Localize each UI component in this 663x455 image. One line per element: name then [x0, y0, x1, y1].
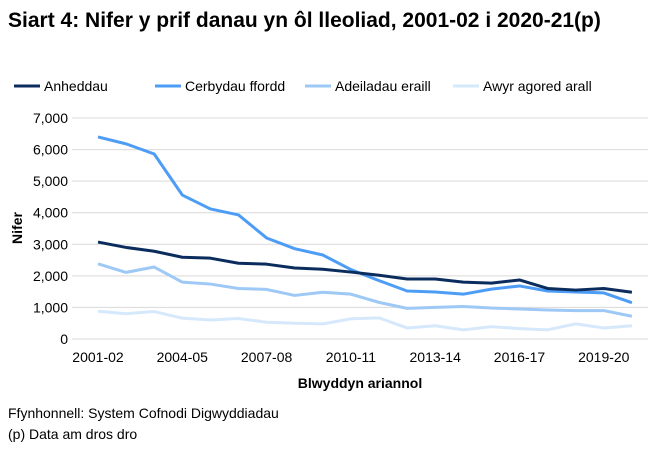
legend-label: Adeiladau eraill [335, 78, 431, 94]
x-tick-label: 2001-02 [72, 349, 124, 365]
x-tick-label: 2016-17 [494, 349, 546, 365]
y-axis-label: Nifer [9, 212, 25, 244]
y-tick-label: 4,000 [33, 205, 68, 221]
series-line-adeiladau-eraill [97, 262, 633, 318]
x-tick-label: 2010-11 [326, 349, 377, 365]
series-line-cerbydau-ffordd [97, 135, 633, 305]
x-tick-label: 2013-14 [410, 349, 462, 365]
y-tick-label: 6,000 [33, 142, 68, 158]
chart-title: Siart 4: Nifer y prif danau yn ôl lleoli… [8, 9, 601, 32]
legend-label: Awyr agored arall [483, 78, 592, 94]
x-tick-label: 2004-05 [157, 349, 209, 365]
x-axis-label: Blwyddyn ariannol [298, 375, 422, 391]
source-note: Ffynhonnell: System Cofnodi Digwyddiadau [8, 405, 279, 421]
y-tick-label: 5,000 [33, 173, 68, 189]
y-tick-label: 2,000 [33, 268, 68, 284]
y-tick-label: 7,000 [33, 110, 68, 126]
y-tick-label: 1,000 [33, 299, 68, 315]
x-tick-label: 2019-20 [578, 349, 630, 365]
series-line-anheddau [97, 240, 633, 294]
x-tick-label: 2007-08 [241, 349, 293, 365]
line-chart: 0 1,000 2,000 3,000 4,000 5,000 6,000 7,000 2001… [9, 78, 648, 391]
legend-label: Anheddau [44, 78, 108, 94]
legend-label: Cerbydau ffordd [185, 78, 285, 94]
y-tick-label: 0 [60, 331, 68, 347]
series-line-awyr-agored-arall [97, 309, 633, 332]
provisional-note: (p) Data am dros dro [8, 426, 138, 442]
y-tick-label: 3,000 [33, 236, 68, 252]
